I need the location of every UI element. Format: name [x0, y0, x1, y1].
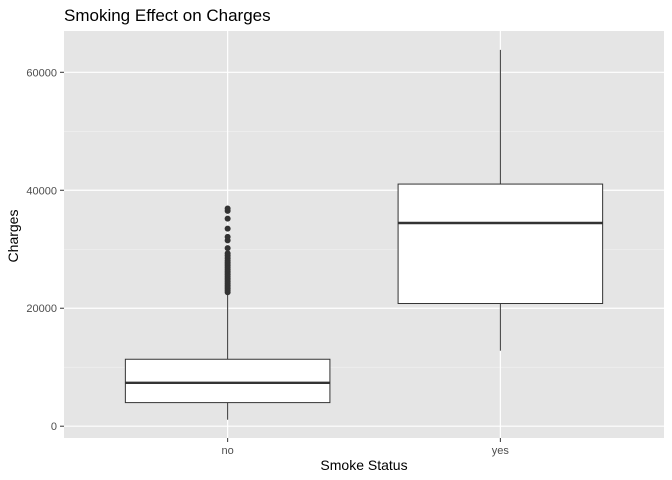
y-tick-label: 20000 — [26, 303, 57, 315]
y-axis-ticks: 0 20000 40000 60000 — [26, 67, 64, 433]
box-iqr — [397, 183, 604, 305]
outlier-point — [224, 215, 231, 222]
outlier-point — [224, 205, 231, 212]
y-tick-label: 0 — [51, 421, 57, 433]
y-axis-title: Charges — [5, 210, 21, 263]
y-tick-label: 40000 — [26, 185, 57, 197]
x-tick-label: no — [222, 445, 234, 457]
box-no — [124, 205, 331, 420]
outlier-point — [224, 233, 231, 240]
chart-title: Smoking Effect on Charges — [64, 6, 271, 25]
box-iqr — [124, 358, 331, 404]
x-axis-ticks: no yes — [222, 438, 510, 457]
x-tick-label: yes — [492, 445, 510, 457]
outlier-point — [224, 250, 231, 257]
outlier-point — [224, 245, 231, 252]
box-yes — [397, 49, 604, 351]
outlier-point — [224, 225, 231, 232]
x-axis-title: Smoke Status — [320, 457, 407, 473]
y-tick-label: 60000 — [26, 67, 57, 79]
box-group — [124, 49, 604, 420]
